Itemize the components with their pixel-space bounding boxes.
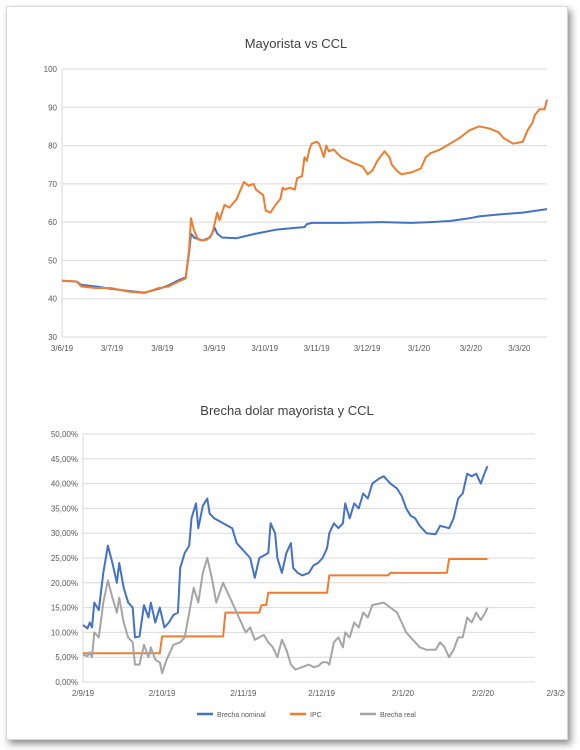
series-line-1 [61,99,548,294]
series-line-2 [82,557,489,675]
x-tick-label: 2/12/19 [308,689,335,698]
x-tick-label: 2/10/19 [149,689,176,698]
x-tick-label: 3/6/19 [51,344,74,353]
y-tick-label: 25,00% [51,554,78,563]
x-tick-label: 2/1/20 [392,689,415,698]
y-tick-label: 0,00% [55,678,78,687]
x-tick-label: 3/7/19 [101,344,124,353]
y-tick-label: 5,00% [55,653,78,662]
y-tick-label: 35,00% [51,504,78,513]
legend-label: IPC [310,712,322,719]
y-tick-label: 45,00% [51,455,78,464]
series-line-0 [61,208,548,294]
chart-mayorista-vs-ccl: Mayorista vs CCL 100 90 80 70 60 50 40 30 3/6/1… [44,36,548,353]
chart-title: Mayorista vs CCL [245,36,348,51]
x-tick-label: 3/3/20 [508,344,531,353]
x-tick-label: 3/12/19 [354,344,381,353]
y-tick-label: 100 [44,65,58,74]
y-tick-label: 70 [48,180,57,189]
chart-brecha-dolar: Brecha dolar mayorista y CCL 50,00% 45,00… [51,403,565,719]
x-tick-label: 3/10/19 [251,344,278,353]
y-tick-label: 50,00% [51,430,78,439]
y-tick-label: 90 [48,103,57,112]
x-tick-label: 2/2/20 [472,689,495,698]
legend-label: Brecha nominal [217,712,266,719]
y-tick-label: 40,00% [51,480,78,489]
y-tick-label: 10,00% [51,628,78,637]
x-tick-label: 3/1/20 [408,344,431,353]
y-tick-label: 30 [48,333,57,342]
x-tick-label: 3/2/20 [460,344,483,353]
y-tick-label: 50 [48,256,57,265]
y-tick-label: 20,00% [51,579,78,588]
y-tick-label: 15,00% [51,604,78,613]
legend-label: Brecha real [380,712,416,719]
x-tick-label: 3/11/19 [304,344,331,353]
x-tick-label: 2/9/19 [72,689,95,698]
y-tick-label: 30,00% [51,529,78,538]
y-tick-label: 60 [48,218,57,227]
chart-title: Brecha dolar mayorista y CCL [200,403,373,418]
x-tick-label: 2/3/20 [546,689,565,698]
x-tick-label: 2/11/19 [230,689,257,698]
series-line-1 [83,558,488,655]
legend: Brecha nominal IPC Brecha real [197,712,416,719]
y-tick-label: 40 [48,295,57,304]
chart-page: Mayorista vs CCL 100 90 80 70 60 50 40 30 3/6/1… [6,6,568,740]
x-tick-label: 3/8/19 [151,344,174,353]
x-tick-label: 3/9/19 [203,344,226,353]
series-line-0 [82,465,489,639]
y-tick-label: 80 [48,142,57,151]
